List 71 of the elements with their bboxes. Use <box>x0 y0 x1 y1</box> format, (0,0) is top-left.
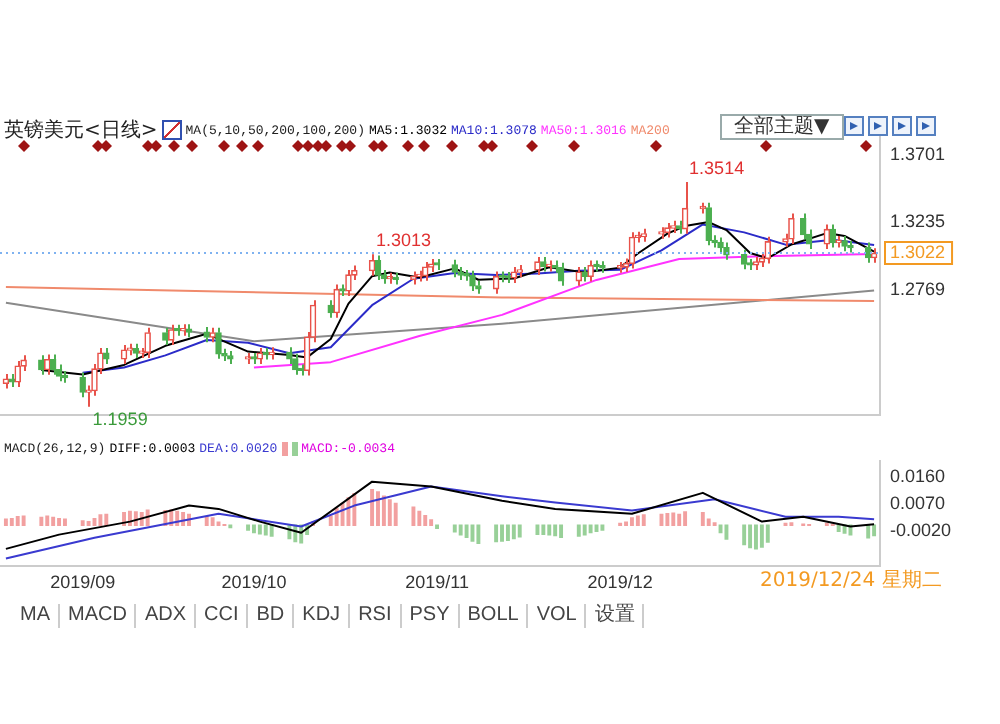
candlestick <box>286 346 293 365</box>
candlestick <box>374 254 382 282</box>
candlestick <box>498 270 506 284</box>
candlestick <box>433 258 441 271</box>
candlestick <box>410 270 417 286</box>
candlestick <box>504 271 512 284</box>
candlestick <box>339 283 346 297</box>
candlestick <box>256 346 264 365</box>
candlestick <box>292 352 299 376</box>
annotation: 全部主题▼ <box>720 114 844 140</box>
candlestick <box>557 261 565 287</box>
candlestick <box>492 270 500 295</box>
text: VOL <box>528 604 587 628</box>
candlestick <box>870 247 878 264</box>
candlestick <box>421 260 429 282</box>
annotation: 1.3013 <box>376 230 432 251</box>
text: BD <box>248 604 295 628</box>
candlestick <box>38 354 45 376</box>
y-tick-label: -0.0020 <box>890 520 952 541</box>
text: PSY <box>401 604 460 628</box>
candlestick <box>823 223 831 250</box>
candlestick <box>752 255 760 271</box>
y-tick-label: 0.0070 <box>890 493 946 514</box>
candlestick <box>179 323 187 337</box>
candlestick <box>368 253 376 277</box>
x-tick-label: 2019/12 <box>587 572 653 593</box>
text: CCI <box>196 604 249 628</box>
candlestick <box>333 283 340 319</box>
x-tick-label: 2019/10 <box>221 572 287 593</box>
candlestick <box>575 266 583 287</box>
candlestick <box>829 223 837 249</box>
candlestick <box>510 266 518 284</box>
candlestick <box>215 326 222 360</box>
candlestick <box>681 180 689 235</box>
y-tick-label: 0.0160 <box>890 465 946 486</box>
chart-title: 英镑美元<日线> <box>4 117 158 144</box>
candlestick <box>126 342 134 357</box>
y-tick-label: 1.2769 <box>890 278 946 299</box>
candlestick <box>103 346 110 365</box>
candlestick <box>49 353 57 376</box>
candlestick <box>628 231 636 270</box>
annotation: 1.1959 <box>92 408 148 429</box>
candlestick <box>670 219 677 235</box>
text: 设置 <box>586 604 645 628</box>
candlestick <box>864 241 872 264</box>
x-tick-label: 2019/09 <box>50 572 116 593</box>
text: BOLL <box>459 604 529 628</box>
candlestick <box>427 258 435 274</box>
candlestick <box>61 370 69 384</box>
text: MACD <box>60 604 137 628</box>
candlestick <box>534 255 541 276</box>
text: KDJ <box>294 604 351 628</box>
candlestick <box>717 236 724 254</box>
y-tick-label: 1.3701 <box>890 143 946 164</box>
candlestick <box>587 259 594 283</box>
candlestick <box>746 258 754 271</box>
candlestick <box>120 344 128 365</box>
text: ADX <box>136 604 197 628</box>
candlestick <box>516 263 523 279</box>
y-tick-label: 1.3235 <box>890 211 946 232</box>
candlestick <box>327 299 334 319</box>
x-tick-label: 2019/11 <box>405 572 469 593</box>
text: MA <box>12 604 60 628</box>
annotation: 1.3514 <box>689 157 745 178</box>
text: 2019/12/24 星期二 <box>760 567 942 594</box>
ref-line-label: 1.3022 <box>890 242 946 262</box>
candlestick <box>581 266 588 283</box>
text: RSI <box>350 604 402 628</box>
candlestick <box>2 373 10 390</box>
candlestick <box>185 323 193 339</box>
candlestick <box>43 353 51 376</box>
